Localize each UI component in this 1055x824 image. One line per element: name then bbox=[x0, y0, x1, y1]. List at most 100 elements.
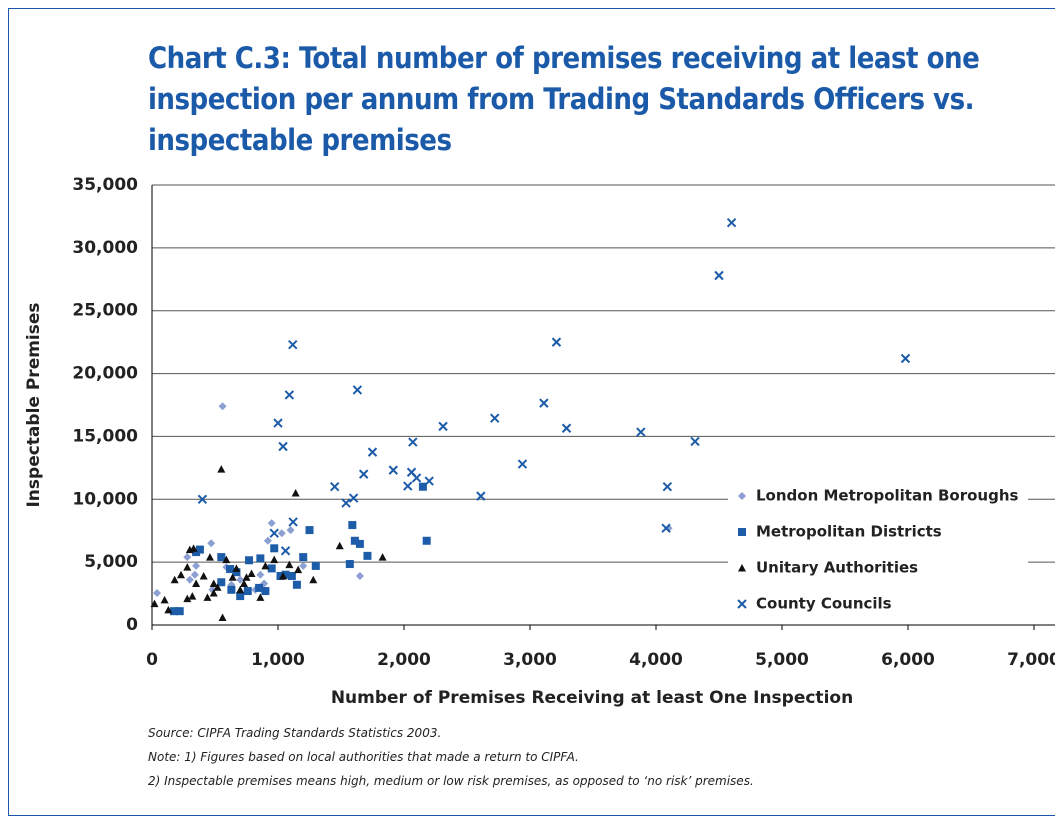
point bbox=[352, 385, 363, 395]
point bbox=[226, 565, 235, 574]
point bbox=[277, 529, 286, 538]
point bbox=[294, 565, 303, 574]
point bbox=[269, 528, 279, 538]
legend-marker bbox=[738, 492, 746, 500]
point bbox=[197, 494, 208, 504]
point bbox=[232, 568, 241, 577]
frame bbox=[8, 8, 1055, 816]
y-tick-label: 20,000 bbox=[72, 364, 138, 384]
point bbox=[279, 571, 288, 580]
y-tick-label: 15,000 bbox=[72, 426, 138, 446]
point bbox=[341, 498, 351, 508]
point bbox=[490, 413, 500, 423]
point bbox=[164, 605, 173, 614]
point bbox=[217, 578, 226, 587]
point bbox=[256, 593, 265, 601]
point bbox=[273, 418, 283, 428]
point bbox=[285, 560, 294, 569]
point bbox=[363, 551, 372, 560]
legend-marker bbox=[738, 564, 746, 572]
point bbox=[228, 573, 237, 581]
point bbox=[188, 592, 197, 600]
point bbox=[309, 575, 318, 584]
y-tick-label: 35,000 bbox=[72, 175, 138, 195]
point bbox=[355, 539, 364, 548]
point bbox=[288, 517, 298, 527]
point bbox=[411, 473, 422, 483]
x-tick-label: 4,000 bbox=[629, 650, 683, 670]
y-axis-label: Inspectable Premises bbox=[24, 302, 44, 507]
x-tick-label: 0 bbox=[146, 650, 158, 670]
legend-box bbox=[728, 480, 1028, 616]
point bbox=[236, 592, 245, 601]
y-tick-label: 0 bbox=[126, 615, 138, 635]
point bbox=[714, 270, 724, 281]
point bbox=[291, 489, 300, 497]
y-tick-label: 5,000 bbox=[84, 552, 138, 572]
chart-title: Chart C.3: Total number of premises rece… bbox=[148, 41, 980, 157]
point bbox=[209, 588, 218, 597]
point bbox=[278, 441, 288, 452]
point bbox=[192, 579, 201, 588]
point bbox=[299, 561, 308, 570]
point bbox=[160, 595, 169, 604]
point bbox=[662, 482, 673, 492]
point bbox=[726, 218, 737, 228]
point bbox=[243, 587, 252, 596]
point bbox=[217, 553, 226, 562]
point bbox=[636, 427, 646, 437]
point bbox=[263, 536, 272, 545]
point bbox=[185, 545, 194, 554]
legend-marker bbox=[738, 528, 746, 536]
point bbox=[185, 575, 194, 584]
x-tick-label: 5,000 bbox=[755, 650, 809, 670]
y-tick-label: 30,000 bbox=[72, 238, 138, 258]
y-tick-label: 10,000 bbox=[72, 489, 138, 509]
point bbox=[561, 423, 572, 433]
point bbox=[281, 570, 290, 579]
point bbox=[232, 564, 241, 572]
x-axis-label: Number of Premises Receiving at least On… bbox=[331, 688, 853, 708]
point bbox=[348, 521, 357, 530]
point bbox=[276, 571, 285, 580]
point bbox=[288, 339, 298, 350]
point bbox=[299, 553, 308, 562]
point bbox=[350, 536, 359, 545]
point bbox=[242, 573, 251, 581]
point bbox=[286, 526, 295, 535]
point bbox=[261, 561, 270, 570]
point bbox=[176, 570, 185, 579]
legend-label: Unitary Authorities bbox=[756, 559, 918, 577]
point bbox=[476, 491, 486, 501]
point bbox=[261, 587, 270, 596]
point bbox=[403, 481, 413, 491]
point bbox=[218, 613, 227, 621]
point bbox=[222, 555, 231, 564]
point bbox=[183, 553, 192, 562]
point bbox=[255, 583, 264, 592]
point bbox=[539, 398, 549, 408]
point bbox=[217, 465, 226, 473]
point bbox=[270, 544, 279, 553]
point bbox=[190, 570, 199, 579]
point bbox=[664, 524, 673, 533]
point bbox=[247, 569, 256, 577]
point bbox=[256, 554, 265, 563]
point bbox=[335, 541, 344, 550]
point bbox=[183, 563, 192, 571]
legend-label: Metropolitan Districts bbox=[756, 523, 942, 541]
point bbox=[245, 556, 254, 565]
point bbox=[270, 555, 279, 564]
point bbox=[205, 553, 214, 561]
point bbox=[661, 523, 671, 533]
point bbox=[311, 561, 320, 570]
x-tick-label: 3,000 bbox=[503, 650, 557, 670]
legend-marker bbox=[737, 599, 747, 609]
x-tick-label: 2,000 bbox=[377, 650, 431, 670]
point bbox=[170, 575, 179, 584]
point bbox=[284, 390, 295, 400]
legend-label: London Metropolitan Boroughs bbox=[756, 487, 1019, 505]
x-tick-label: 6,000 bbox=[881, 650, 935, 670]
point bbox=[267, 519, 276, 528]
